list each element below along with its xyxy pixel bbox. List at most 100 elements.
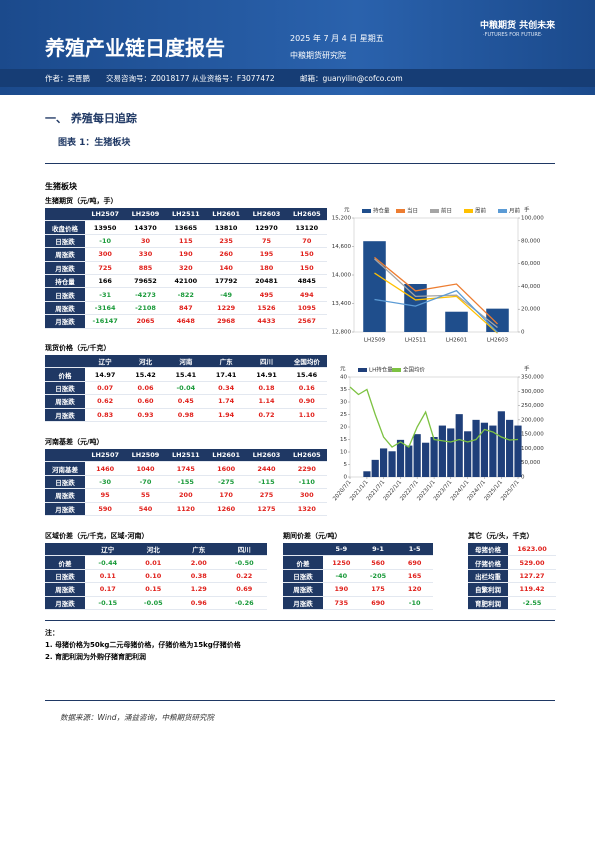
- table-block: 区域价差（元/千克，区域-河南） 辽宁 河北 广东 四川 价差 -0.44 0.01 2.00-…: [45, 531, 267, 610]
- row-label: 日涨跌: [45, 234, 85, 249]
- brand-en: ·FUTURES FOR FUTURE·: [483, 32, 543, 38]
- column-header: 河南: [165, 355, 206, 369]
- cell: 1250: [323, 555, 360, 570]
- column-header: LH2605: [286, 449, 327, 463]
- y-tick-label: 20: [340, 425, 347, 431]
- cell: 725: [85, 261, 126, 275]
- cell: 13120: [286, 220, 327, 235]
- row: 周涨跌 0.62 0.60 0.45 1.74 1.14 0.90: [45, 394, 327, 409]
- cell: 2567: [286, 314, 327, 329]
- cell: 1095: [286, 301, 327, 316]
- cell: 15.42: [125, 367, 166, 382]
- row-label: 持仓量: [45, 274, 85, 289]
- cell: 119.42: [508, 582, 556, 597]
- cell: 195: [246, 247, 287, 262]
- column-header: 全国均价: [286, 355, 327, 369]
- y-tick-label: 35: [340, 387, 347, 393]
- table: 5-9 9-1 1-5 价差 1250 560 690 日涨跌 -40 -205 165 周涨跌 190…: [283, 543, 433, 610]
- cell: 885: [125, 261, 166, 275]
- row: 出栏均重 127.27: [468, 569, 556, 584]
- rule: [45, 620, 555, 621]
- column-header: LH2509: [125, 449, 166, 463]
- y-tick-label: 13,400: [332, 301, 352, 307]
- cell: -0.05: [130, 596, 176, 610]
- bar: [430, 437, 438, 477]
- cell: 75: [246, 234, 287, 249]
- y-tick-label: 12,800: [332, 330, 352, 336]
- row-label: 收盘价格: [45, 220, 85, 235]
- table-title: 期间价差（元/吨）: [283, 532, 342, 540]
- cell: 30: [125, 234, 166, 249]
- row: 持仓量 166 79652 42100 17792 20481 4845: [45, 274, 327, 289]
- y2-tick-label: 40,000: [521, 284, 541, 290]
- cell: 14.97: [85, 367, 126, 382]
- cell: 0.60: [125, 394, 166, 409]
- cell: 166: [85, 274, 126, 289]
- cell: 190: [165, 247, 206, 262]
- cell: 13665: [165, 220, 206, 235]
- y2-tick-label: 100,000: [521, 216, 544, 222]
- cell: 20481: [246, 274, 287, 289]
- row-label: 周涨跌: [45, 582, 85, 597]
- cell: 1.14: [246, 394, 287, 409]
- column-header: 四川: [246, 355, 287, 369]
- row: 日涨跌 0.11 0.10 0.38 0.22: [45, 569, 267, 584]
- row-label: 月涨跌: [45, 408, 85, 422]
- line: [374, 289, 498, 333]
- cell: 0.15: [130, 582, 176, 597]
- cell: 190: [323, 582, 360, 597]
- y2-tick-label: 100,000: [521, 446, 544, 452]
- cell: -0.04: [165, 381, 206, 396]
- row: 周涨跌 -3164 -2108 847 1229 1526 1095: [45, 301, 327, 316]
- cell: 540: [125, 502, 166, 516]
- row-label: 价差: [45, 555, 85, 570]
- cell: 0.01: [130, 555, 176, 570]
- cell: 320: [165, 261, 206, 275]
- corner-cell: [45, 543, 85, 557]
- bar: [480, 422, 489, 477]
- row: 月涨跌 -16147 2065 4648 2968 4433 2567: [45, 314, 327, 329]
- cell: 1275: [246, 502, 287, 516]
- cell: 0.16: [286, 381, 327, 396]
- row: 月涨跌 735 690 -10: [283, 596, 433, 610]
- cell: 17.41: [205, 367, 247, 382]
- panel-title: 生猪板块: [45, 182, 77, 191]
- row: 月涨跌 590 540 1120 1260 1275 1320: [45, 502, 327, 516]
- cell: 735: [323, 596, 360, 610]
- row: 日涨跌 -31 -4273 -822 -49 495 494: [45, 287, 327, 302]
- brand: 中粮期货 共创未来: [480, 21, 556, 31]
- spot-chart: 0 5 10 15 20 25 30 35 40 0 50,000 100,000 150,000 200…: [332, 365, 544, 503]
- table-block: 其它（元/头，千克） 母猪价格 1623.00 仔猪价格 529.00 出栏均重 127.2…: [468, 531, 556, 610]
- cell: 0.11: [85, 569, 131, 584]
- y-axis-title: 元: [344, 207, 350, 214]
- cell: 1260: [205, 502, 247, 516]
- cell: 494: [286, 287, 327, 302]
- cell: 175: [359, 582, 397, 597]
- row: 自繁利润 119.42: [468, 582, 556, 597]
- row: 日涨跌 -40 -205 165: [283, 569, 433, 584]
- row: 育肥利润 -2.55: [468, 596, 556, 610]
- table: 辽宁 河北 广东 四川 价差 -0.44 0.01 2.00 -0.50 日涨跌 0.11 0.10 0…: [45, 543, 267, 610]
- table-title: 区域价差（元/千克，区域-河南）: [45, 532, 149, 540]
- cell: 0.98: [165, 408, 206, 422]
- bar: [506, 419, 514, 477]
- cell: 1040: [125, 461, 166, 476]
- corner-cell: [283, 543, 323, 557]
- table-title: 河南基差（元/吨）: [45, 438, 104, 446]
- y2-tick-label: 60,000: [521, 261, 541, 267]
- bar: [447, 428, 455, 477]
- row: 周涨跌 95 55 200 170 275 300: [45, 488, 327, 503]
- cell: 4648: [165, 314, 206, 329]
- row-label: 出栏均重: [468, 569, 508, 584]
- row-label: 周涨跌: [45, 488, 85, 503]
- note: 1. 母猪价格为50kg二元母猪价格，仔猪价格为15kg仔猪价格: [45, 641, 241, 649]
- row-label: 月涨跌: [283, 596, 323, 610]
- bar: [514, 425, 522, 477]
- cell: 1600: [205, 461, 247, 476]
- row-label: 周涨跌: [45, 301, 85, 316]
- cell: 0.07: [85, 381, 126, 396]
- line: [374, 256, 498, 325]
- row-label: 母猪价格: [468, 543, 508, 557]
- row: 收盘价格 13950 14370 13665 13810 12970 13120: [45, 220, 327, 235]
- cell: 1.29: [176, 582, 222, 597]
